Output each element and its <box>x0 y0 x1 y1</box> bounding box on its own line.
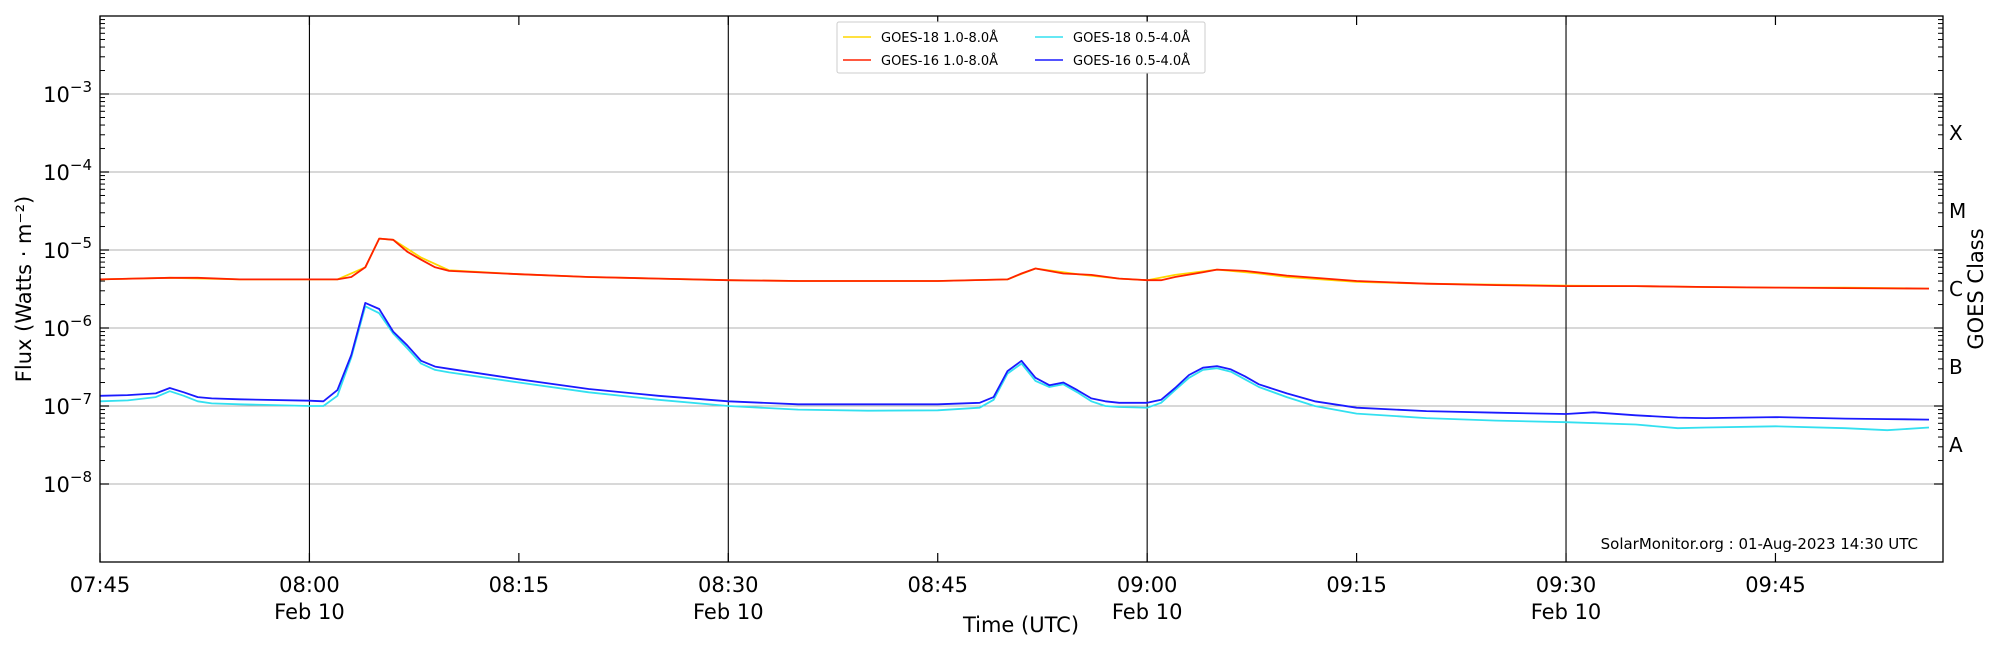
y-tick-label: 10−7 <box>43 390 92 419</box>
x-tick-date-label: Feb 10 <box>274 600 345 624</box>
series-line-goes-16-1-0-8-0 <box>99 237 1930 290</box>
x-tick-label: 09:00 <box>1117 573 1178 597</box>
x-tick-label: 08:00 <box>279 573 340 597</box>
grid-layer <box>100 93 1943 485</box>
x-tick-date-label: Feb 10 <box>693 600 764 624</box>
y-tick-label: 10−6 <box>43 312 92 341</box>
plot-frame <box>99 15 1944 563</box>
x-tick-label: 08:45 <box>907 573 968 597</box>
series-line-goes-16-0-5-4-0 <box>99 301 1930 421</box>
x-tick-label: 08:30 <box>698 573 759 597</box>
goes-class-label: X <box>1949 121 1963 145</box>
series-line-goes-18-0-5-4-0 <box>99 305 1930 432</box>
tick-layer: 10−8 10−7 10−6 10−5 10−4 10−3 A B C M X 07:45 08:00 F… <box>43 16 1966 624</box>
x-axis-title: Time (UTC) <box>962 613 1079 637</box>
legend-label-goes18-short: GOES-18 0.5-4.0Å <box>1073 30 1190 46</box>
x-tick-label: 07:45 <box>70 573 131 597</box>
legend-box <box>836 21 1206 74</box>
x-tick-label: 09:30 <box>1536 573 1597 597</box>
x-tick-date-label: Feb 10 <box>1531 600 1602 624</box>
goes-class-label: M <box>1949 199 1966 223</box>
credit-text: SolarMonitor.org : 01-Aug-2023 14:30 UTC <box>1601 535 1918 553</box>
plot-background <box>100 16 1943 562</box>
legend-label-goes18-long: GOES-18 1.0-8.0Å <box>881 30 998 46</box>
y-tick-label: 10−3 <box>43 78 92 107</box>
x-tick-label: 09:15 <box>1326 573 1387 597</box>
x-tick-label: 09:45 <box>1745 573 1806 597</box>
y-tick-label: 10−4 <box>43 156 92 185</box>
day-lines <box>308 16 1567 562</box>
legend: GOES-18 1.0-8.0Å GOES-16 1.0-8.0Å GOES-1… <box>836 21 1206 74</box>
series-layer <box>99 237 1930 432</box>
x-tick-date-label: Feb 10 <box>1112 600 1183 624</box>
goes-class-label: B <box>1949 355 1963 379</box>
y-tick-label: 10−5 <box>43 234 92 263</box>
x-tick-label: 08:15 <box>489 573 550 597</box>
goes-class-label: C <box>1949 277 1963 301</box>
y-axis-title: Flux (Watts · m⁻²) <box>12 196 36 382</box>
y2-axis-title: GOES Class <box>1964 228 1988 349</box>
y-tick-label: 10−8 <box>43 468 92 497</box>
goes-class-label: A <box>1949 433 1963 457</box>
legend-label-goes16-long: GOES-16 1.0-8.0Å <box>881 53 998 69</box>
legend-label-goes16-short: GOES-16 0.5-4.0Å <box>1073 53 1190 69</box>
